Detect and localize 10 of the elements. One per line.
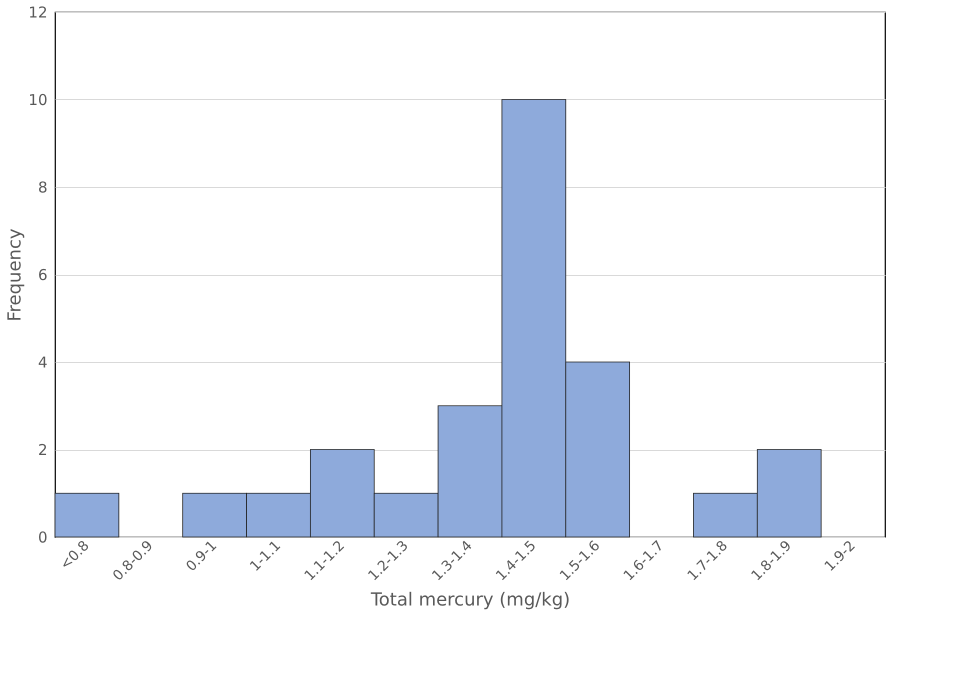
y-tick-label: 8 bbox=[38, 178, 48, 196]
y-axis-title: Frequency bbox=[4, 228, 26, 322]
y-tick-label: 2 bbox=[38, 441, 48, 459]
bar bbox=[54, 492, 120, 538]
y-tick-label: 4 bbox=[38, 354, 48, 372]
y-tick-label: 12 bbox=[28, 4, 48, 22]
y-tick-label: 6 bbox=[38, 266, 48, 284]
y-tick-label: 10 bbox=[28, 91, 48, 109]
y-tick-label: 0 bbox=[38, 528, 48, 546]
x-axis-title: Total mercury (mg/kg) bbox=[370, 590, 570, 611]
